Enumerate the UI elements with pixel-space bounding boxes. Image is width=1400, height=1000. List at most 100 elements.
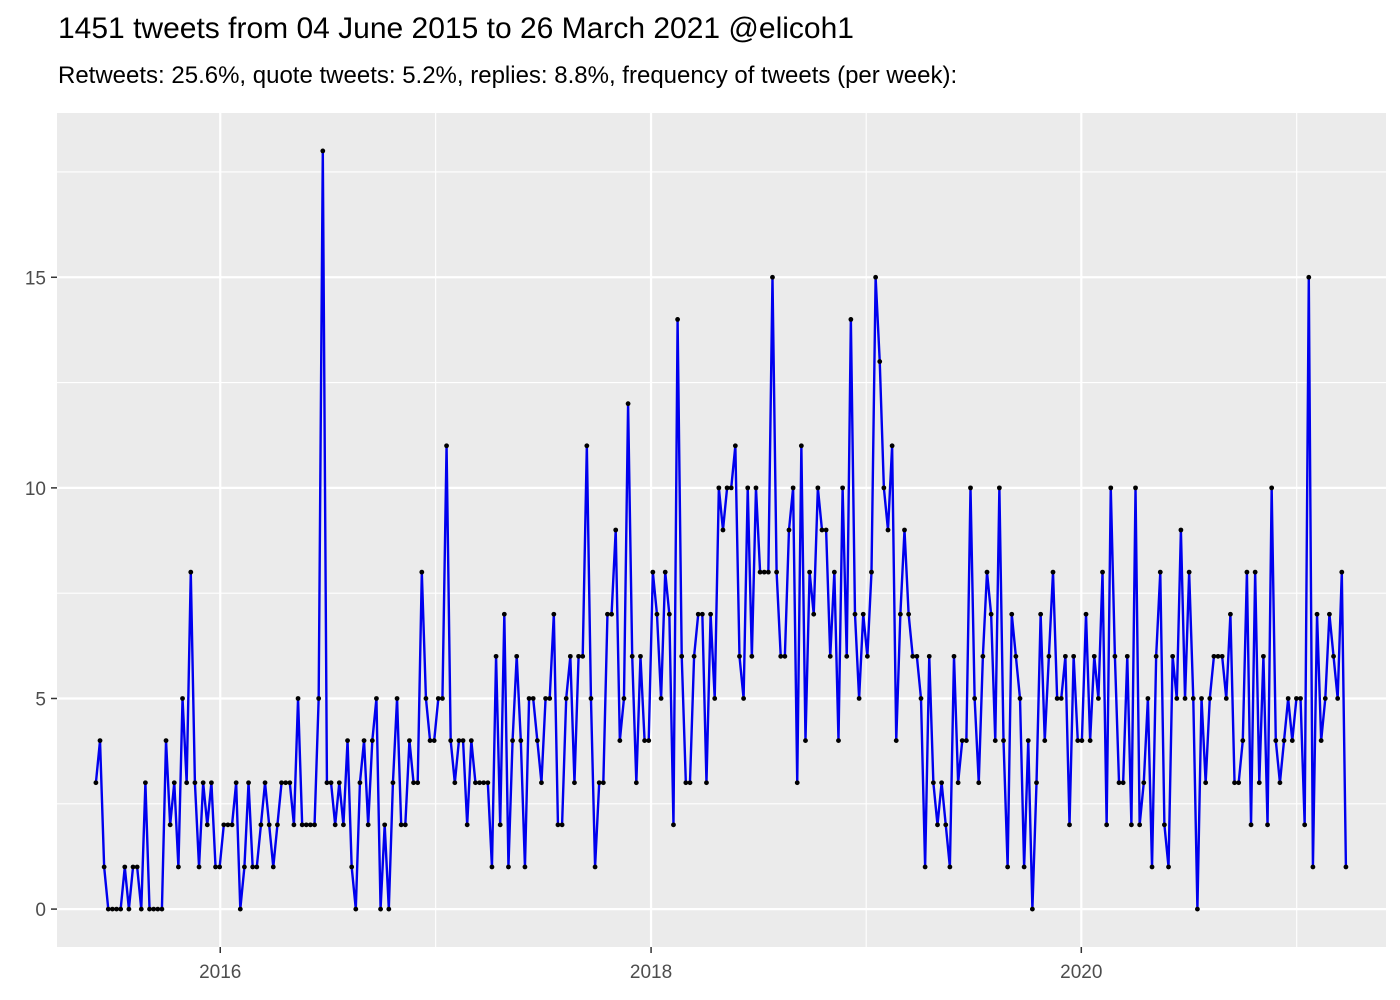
data-point — [889, 443, 895, 449]
data-point — [204, 822, 210, 828]
data-point — [328, 780, 334, 786]
data-point — [221, 822, 227, 828]
data-point — [675, 316, 680, 322]
data-point — [1042, 738, 1048, 744]
data-point — [1021, 864, 1027, 870]
data-point — [757, 569, 763, 575]
data-point — [1001, 738, 1006, 744]
data-point — [815, 485, 821, 491]
data-point — [576, 653, 581, 659]
data-point — [390, 780, 396, 786]
data-point — [1269, 485, 1275, 491]
data-point — [1310, 864, 1316, 870]
data-point — [237, 906, 243, 912]
data-point — [1038, 611, 1044, 617]
data-point — [1067, 822, 1072, 828]
data-point — [869, 569, 874, 575]
data-point — [374, 696, 379, 701]
data-point — [885, 527, 891, 533]
data-point — [992, 738, 998, 744]
series-group — [93, 148, 1349, 912]
data-point — [155, 906, 161, 912]
data-point — [968, 485, 973, 491]
data-point — [122, 864, 128, 870]
data-point — [411, 780, 416, 786]
data-point — [332, 822, 338, 828]
data-point — [765, 569, 771, 575]
data-point — [827, 653, 833, 659]
data-point — [1314, 611, 1320, 617]
data-point — [893, 738, 899, 744]
data-point — [1331, 653, 1336, 659]
data-point — [303, 822, 309, 828]
data-point — [1013, 653, 1019, 659]
data-point — [225, 822, 231, 828]
data-point — [489, 864, 495, 870]
data-point — [1294, 696, 1299, 701]
data-point — [419, 569, 425, 575]
data-point — [402, 822, 408, 828]
data-point — [258, 822, 264, 828]
data-point — [1228, 611, 1233, 617]
data-point — [415, 780, 421, 786]
data-point — [708, 611, 713, 617]
data-point — [856, 696, 862, 701]
data-point — [468, 738, 474, 744]
chart-title: 1451 tweets from 04 June 2015 to 26 Marc… — [58, 12, 854, 45]
data-point — [770, 274, 775, 280]
data-point — [1087, 738, 1093, 744]
data-point — [254, 864, 260, 870]
data-point — [1100, 569, 1105, 575]
data-point — [518, 738, 524, 744]
data-point — [345, 738, 350, 744]
data-point — [996, 485, 1002, 491]
data-point — [147, 906, 152, 912]
data-point — [873, 274, 879, 280]
data-point — [349, 864, 355, 870]
data-point — [720, 527, 726, 533]
data-point — [819, 527, 825, 533]
data-point — [633, 780, 639, 786]
data-point — [572, 780, 577, 786]
data-point — [1248, 822, 1254, 828]
data-point — [567, 653, 573, 659]
data-point — [209, 780, 214, 786]
data-point — [118, 906, 124, 912]
data-point — [452, 780, 458, 786]
data-point — [378, 906, 383, 912]
data-point — [246, 780, 251, 786]
data-point — [143, 780, 148, 786]
data-point — [543, 696, 548, 701]
data-point — [440, 696, 445, 701]
data-point — [939, 780, 945, 786]
data-point — [1277, 780, 1283, 786]
data-point — [625, 401, 631, 407]
data-point — [217, 864, 223, 870]
data-point — [749, 653, 755, 659]
data-point — [522, 864, 528, 870]
data-point — [1124, 653, 1130, 659]
data-point — [407, 738, 412, 744]
data-point — [1162, 822, 1167, 828]
data-point — [646, 738, 652, 744]
data-point — [1157, 569, 1163, 575]
data-point — [629, 653, 635, 659]
data-point — [493, 653, 499, 659]
data-point — [1190, 696, 1196, 701]
data-point — [159, 906, 165, 912]
data-point — [138, 906, 144, 912]
data-point — [935, 822, 940, 828]
data-point — [1029, 906, 1035, 912]
data-point — [761, 569, 767, 575]
data-point — [1240, 738, 1246, 744]
data-point — [1137, 822, 1143, 828]
data-point — [1095, 696, 1101, 701]
data-point — [609, 611, 614, 617]
data-point — [1178, 527, 1184, 533]
data-point — [638, 653, 643, 659]
y-tick-label: 15 — [25, 268, 46, 289]
data-point — [1203, 780, 1209, 786]
data-point — [683, 780, 689, 786]
data-point — [786, 527, 792, 533]
